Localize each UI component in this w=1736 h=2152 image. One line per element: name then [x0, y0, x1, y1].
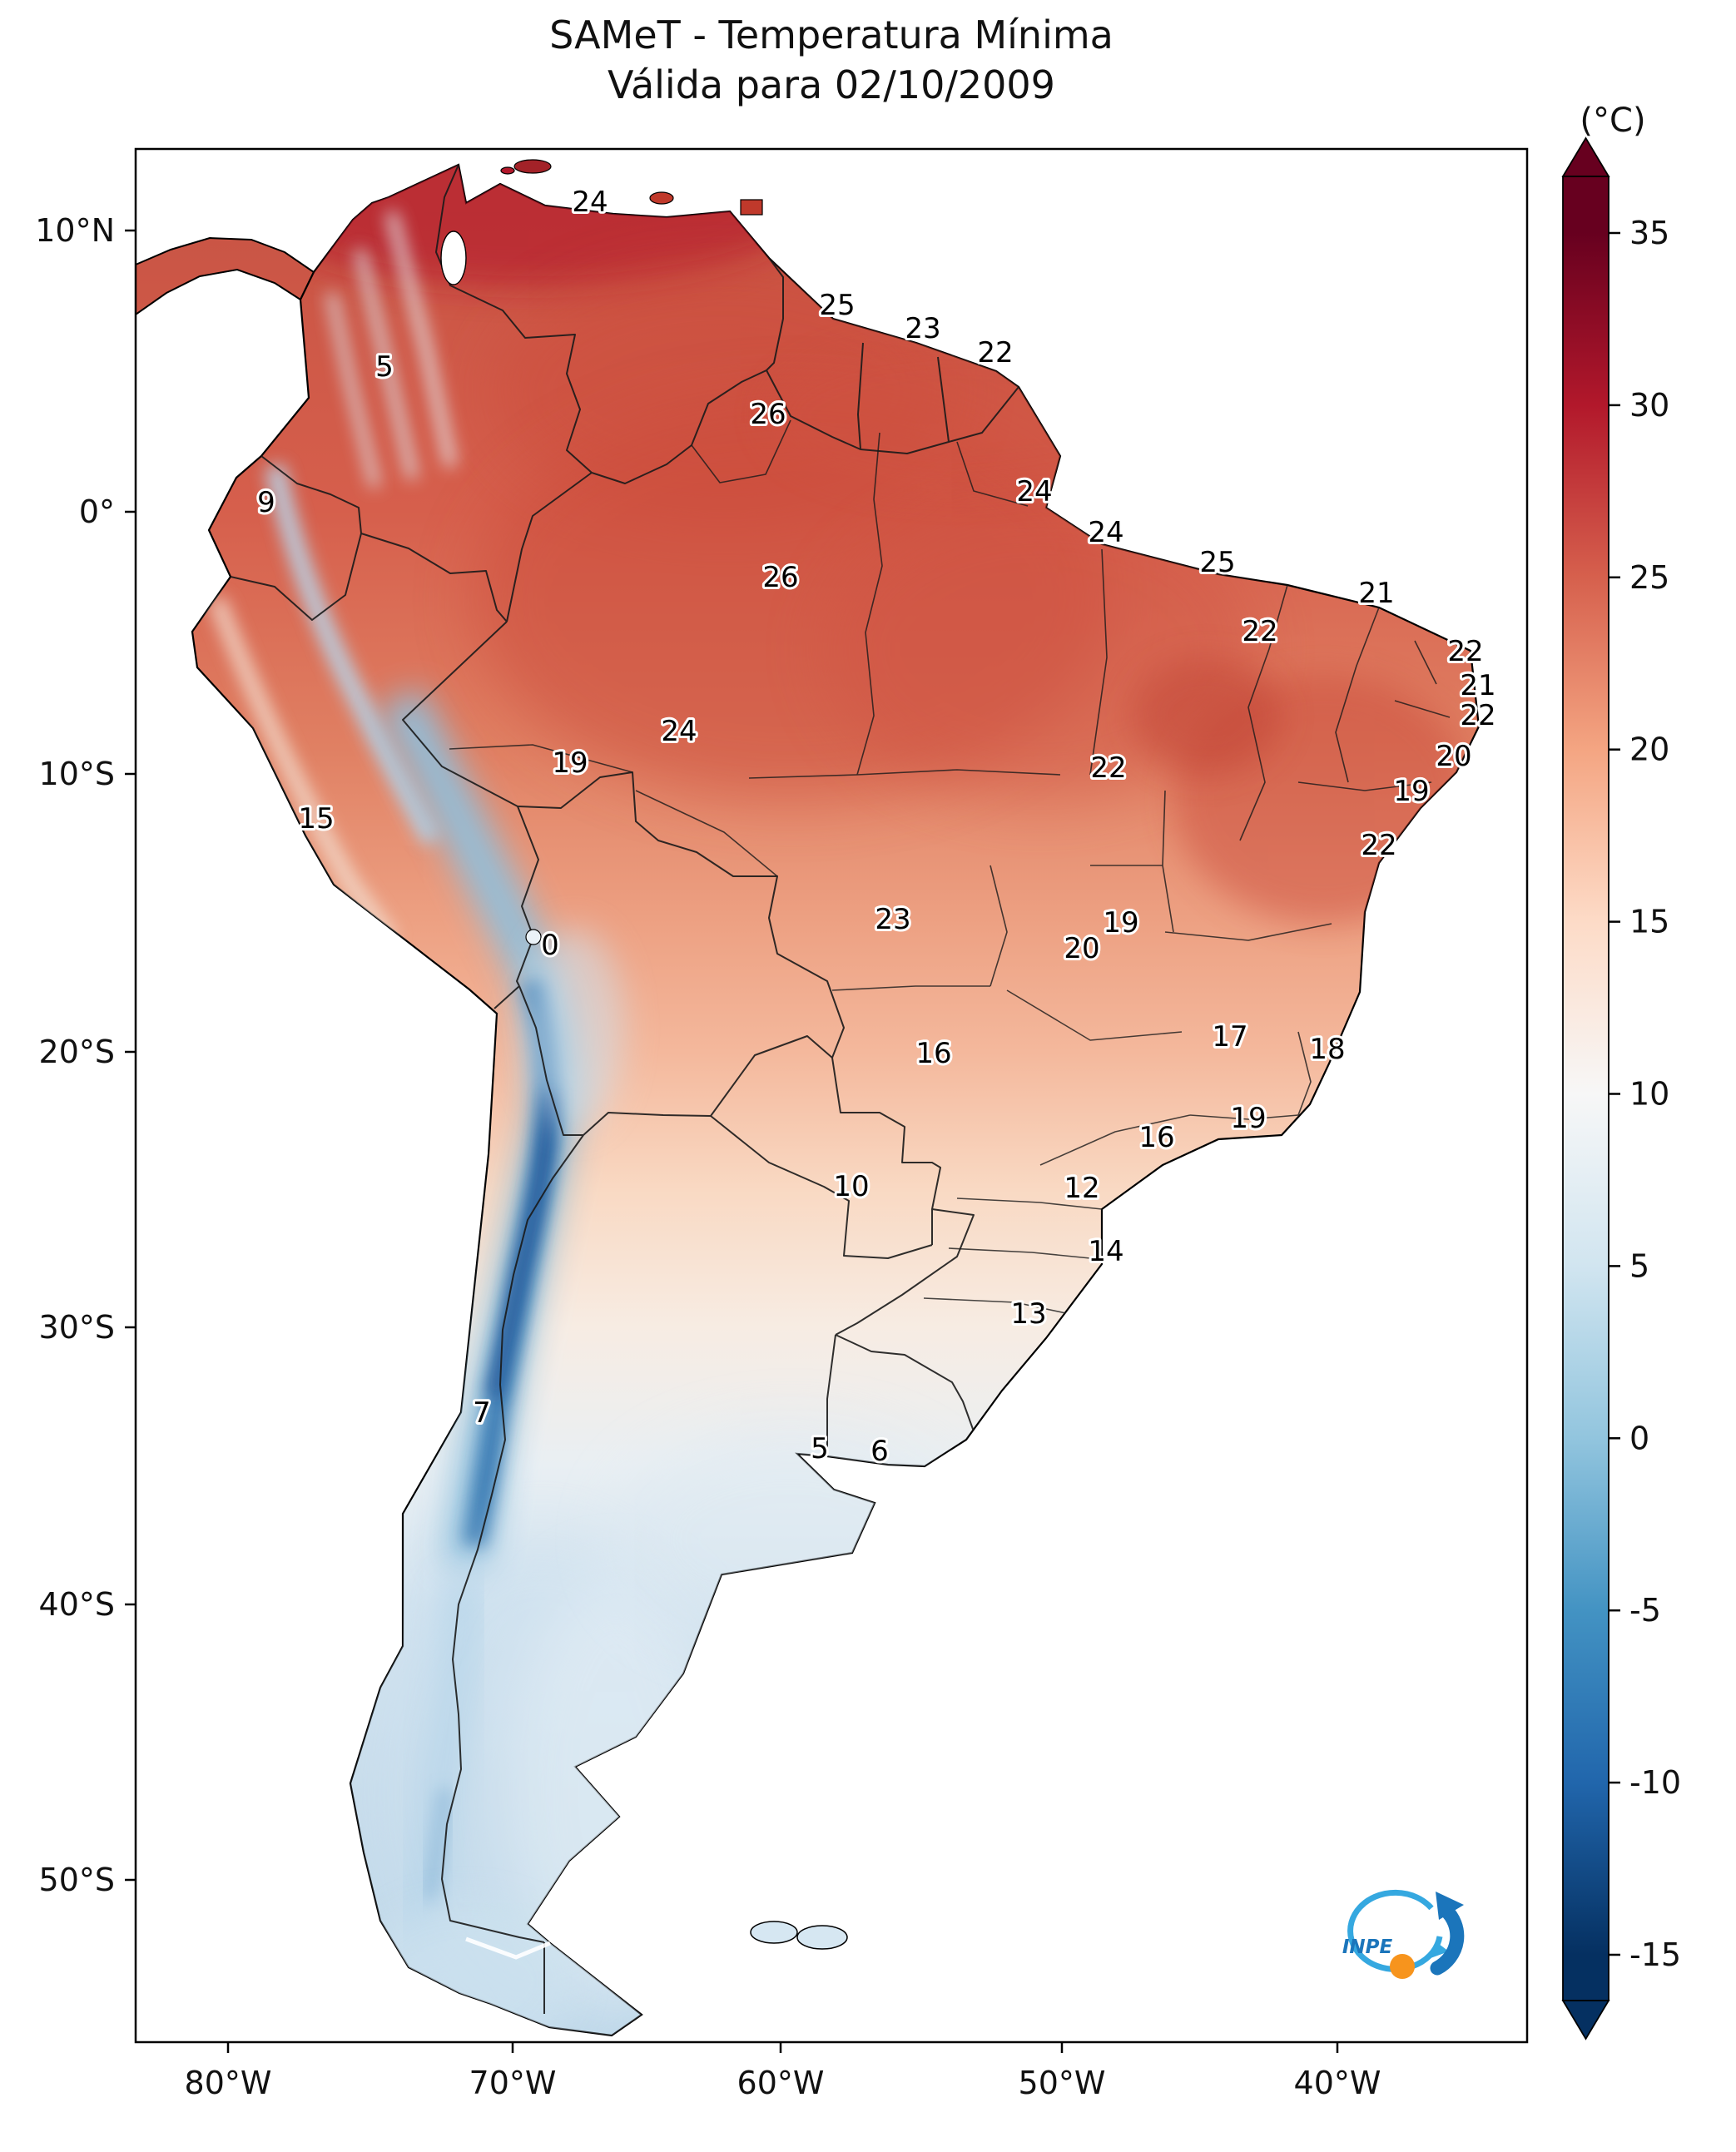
colorbar-tick-label: 35 [1629, 215, 1669, 251]
colorbar-tick-label: 25 [1629, 559, 1669, 596]
latitude-tick-label: 10°N [35, 212, 115, 249]
temperature-label: 5 [811, 1432, 829, 1465]
colorbar-tick-label: 15 [1629, 904, 1669, 940]
temperature-label: 24 [661, 715, 697, 748]
chart-subtitle: Válida para 02/10/2009 [608, 62, 1055, 107]
state-borders [449, 419, 1451, 1316]
central-america-landmass [135, 236, 315, 316]
temperature-label: 16 [1138, 1121, 1174, 1154]
latitude-tick-label: 0° [79, 493, 115, 530]
colorbar-tick-label: -10 [1629, 1764, 1681, 1801]
temperature-label: 17 [1212, 1020, 1247, 1054]
temperature-label: 6 [870, 1435, 889, 1468]
temperature-label: 12 [1064, 1172, 1099, 1205]
inpe-swoosh-icon [1430, 1902, 1465, 1976]
colorbar-tick-label: 10 [1629, 1076, 1669, 1113]
colorbar-tick-label: 20 [1629, 731, 1669, 768]
latitude-tick-label: 20°S [39, 1034, 115, 1070]
temperature-label: 20 [1064, 932, 1099, 965]
temperature-label: 20 [1436, 740, 1471, 773]
inpe-logo: INPE [1342, 1889, 1465, 1979]
inpe-orange-dot-icon [1390, 1954, 1415, 1979]
longitude-tick-label: 70°W [469, 2065, 557, 2101]
temperature-label: 25 [819, 289, 855, 322]
colorbar-bottom-arrow [1561, 2000, 1610, 2040]
temperature-label: 19 [1230, 1102, 1266, 1135]
temperature-label: 21 [1460, 669, 1495, 702]
latitude-axis: 10°N 0° 10°S 20°S 30°S 40°S 50°S [35, 212, 136, 1898]
temperature-label: 13 [1010, 1297, 1046, 1331]
longitude-tick-label: 40°W [1294, 2065, 1381, 2101]
temperature-label: 26 [750, 398, 786, 431]
country-borders [230, 165, 1019, 2014]
colorbar-tick-label: 5 [1629, 1247, 1649, 1284]
colorbar-body [1562, 176, 1610, 2001]
inpe-orbit-arrowhead-icon [1431, 1941, 1449, 1958]
temperature-label: 21 [1358, 577, 1394, 610]
temperature-label: 22 [1090, 751, 1126, 785]
colorbar-tick-label: 0 [1629, 1420, 1649, 1456]
longitude-tick-label: 80°W [185, 2065, 272, 2101]
water-features [440, 231, 551, 1960]
temperature-label: 19 [552, 746, 588, 780]
temperature-label: 22 [1361, 829, 1396, 862]
inpe-swoosh-arrowhead-icon [1436, 1892, 1464, 1920]
temperature-label: 22 [977, 336, 1013, 369]
colorbar-tick-label: -5 [1629, 1592, 1661, 1629]
colorbar: 35 30 25 20 15 10 5 0 -5 -10 -15 [1561, 136, 1681, 2040]
temperature-label: 26 [762, 561, 798, 594]
longitude-axis: 80°W 70°W 60°W 50°W 40°W [185, 2042, 1381, 2101]
temperature-label: 9 [257, 486, 275, 519]
colorbar-unit-label: (°C) [1580, 102, 1645, 140]
latitude-tick-label: 10°S [39, 756, 115, 792]
colorbar-tick-label: -15 [1629, 1936, 1681, 1973]
temperature-label: 16 [915, 1037, 951, 1070]
temperature-label: 10 [833, 1170, 869, 1203]
longitude-tick-label: 50°W [1019, 2065, 1106, 2101]
latitude-tick-label: 50°S [39, 1862, 115, 1898]
temperature-label: 22 [1447, 635, 1483, 668]
temperature-label: 19 [1393, 775, 1429, 808]
temperature-label: 23 [905, 312, 940, 345]
temperature-label: 24 [572, 186, 608, 219]
temperature-label: 15 [298, 802, 334, 836]
temperature-label: 14 [1088, 1235, 1123, 1268]
latitude-tick-label: 30°S [39, 1309, 115, 1346]
inpe-logo-text: INPE [1342, 1936, 1393, 1958]
temperature-label: 25 [1199, 546, 1235, 579]
temperature-label: 0 [541, 929, 559, 962]
caribbean-islands [500, 159, 763, 216]
falkland-islands [750, 1921, 848, 1950]
longitude-tick-label: 60°W [737, 2065, 825, 2101]
inpe-orbit-icon [1347, 1889, 1443, 1972]
map-frame [134, 147, 1529, 2044]
temperature-label: 7 [473, 1396, 491, 1430]
colorbar-ticks: 35 30 25 20 15 10 5 0 -5 -10 -15 [1609, 215, 1681, 1973]
chart-title: SAMeT - Temperatura Mínima [549, 12, 1114, 57]
colorbar-top-arrow [1561, 136, 1610, 177]
temperature-label: 5 [375, 350, 394, 384]
temperature-label: 24 [1088, 516, 1123, 549]
colorbar-tick-label: 30 [1629, 387, 1669, 424]
latitude-tick-label: 40°S [39, 1586, 115, 1623]
temperature-label: 23 [875, 903, 910, 936]
temperature-label: 19 [1103, 906, 1138, 940]
temperature-label: 18 [1309, 1033, 1345, 1066]
temperature-label: 24 [1016, 475, 1052, 508]
temperature-label: 22 [1460, 699, 1495, 732]
temperature-label: 22 [1242, 615, 1277, 648]
